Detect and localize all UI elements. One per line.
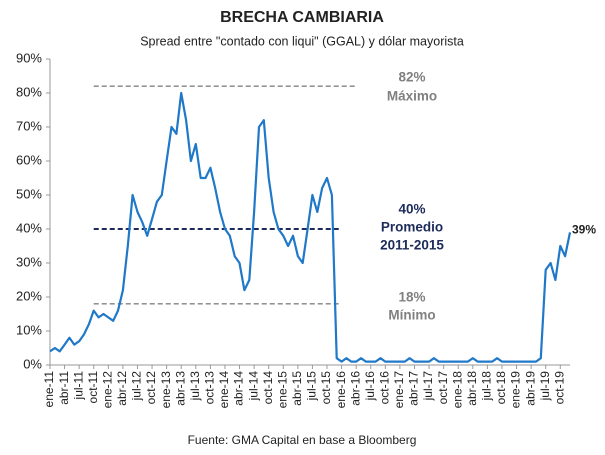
x-tick-label: ene-15 — [275, 371, 289, 409]
y-tick-label: 10% — [16, 322, 42, 337]
y-tick-label: 70% — [16, 118, 42, 133]
reference-label: 82% — [398, 70, 425, 85]
y-tick-label: 60% — [16, 152, 42, 167]
x-tick-label: jul-17 — [421, 371, 435, 402]
data-line — [49, 91, 572, 363]
y-tick-label: 50% — [16, 186, 42, 201]
chart-subtitle: Spread entre "contado con liqui" (GGAL) … — [140, 34, 464, 48]
x-tick-label: abr-14 — [232, 371, 246, 406]
x-tick-label: ene-14 — [217, 371, 231, 409]
y-tick-label: 40% — [16, 220, 42, 235]
x-tick-label: ene-18 — [450, 371, 464, 409]
reference-label: Máximo — [387, 89, 437, 104]
x-tick-label: jul-19 — [538, 371, 552, 402]
x-tick-label: ene-11 — [42, 371, 56, 408]
x-tick-label: ene-19 — [509, 371, 523, 409]
x-tick-label: abr-17 — [407, 371, 421, 406]
y-tick-label: 20% — [16, 288, 42, 303]
x-tick-label: oct-12 — [144, 371, 158, 405]
x-tick-label: jul-16 — [363, 371, 377, 402]
x-tick-label: ene-16 — [334, 371, 348, 409]
reference-label: Mínimo — [388, 308, 435, 323]
reference-label: Promedio — [381, 220, 443, 235]
y-tick-label: 90% — [16, 50, 42, 65]
x-tick-label: jul-11 — [71, 371, 85, 401]
y-tick-label: 80% — [16, 84, 42, 99]
x-tick-label: abr-15 — [290, 371, 304, 406]
x-tick-label: jul-14 — [246, 371, 260, 402]
x-tick-label: ene-17 — [392, 371, 406, 409]
x-tick-label: ene-13 — [159, 371, 173, 409]
x-tick-label: oct-19 — [552, 371, 566, 405]
x-tick-label: abr-13 — [173, 371, 187, 406]
source-note: Fuente: GMA Capital en base a Bloomberg — [188, 433, 417, 447]
x-tick-label: oct-16 — [377, 371, 391, 405]
x-tick-label: oct-17 — [436, 371, 450, 405]
x-tick-label: oct-18 — [494, 371, 508, 405]
y-tick-label: 0% — [23, 356, 42, 371]
x-tick-label: abr-19 — [523, 371, 537, 406]
x-tick-label: oct-11 — [86, 371, 100, 404]
x-tick-label: jul-13 — [188, 371, 202, 402]
x-tick-label: oct-15 — [319, 371, 333, 405]
x-tick-label: jul-12 — [130, 371, 144, 402]
x-tick-label: abr-11 — [57, 371, 71, 405]
reference-label: 2011-2015 — [380, 238, 444, 253]
x-tick-label: jul-15 — [305, 371, 319, 402]
x-tick-label: abr-12 — [115, 371, 129, 406]
x-tick-label: oct-13 — [203, 371, 217, 405]
x-tick-label: abr-18 — [465, 371, 479, 406]
end-label: 39% — [572, 223, 596, 237]
reference-label: 40% — [398, 202, 425, 217]
reference-label: 18% — [398, 290, 425, 305]
y-tick-label: 30% — [16, 254, 42, 269]
x-tick-label: ene-12 — [100, 371, 114, 409]
chart-title: BRECHA CAMBIARIA — [220, 9, 384, 26]
x-tick-label: oct-14 — [261, 371, 275, 405]
x-tick-label: jul-18 — [480, 371, 494, 402]
x-tick-label: abr-16 — [348, 371, 362, 406]
